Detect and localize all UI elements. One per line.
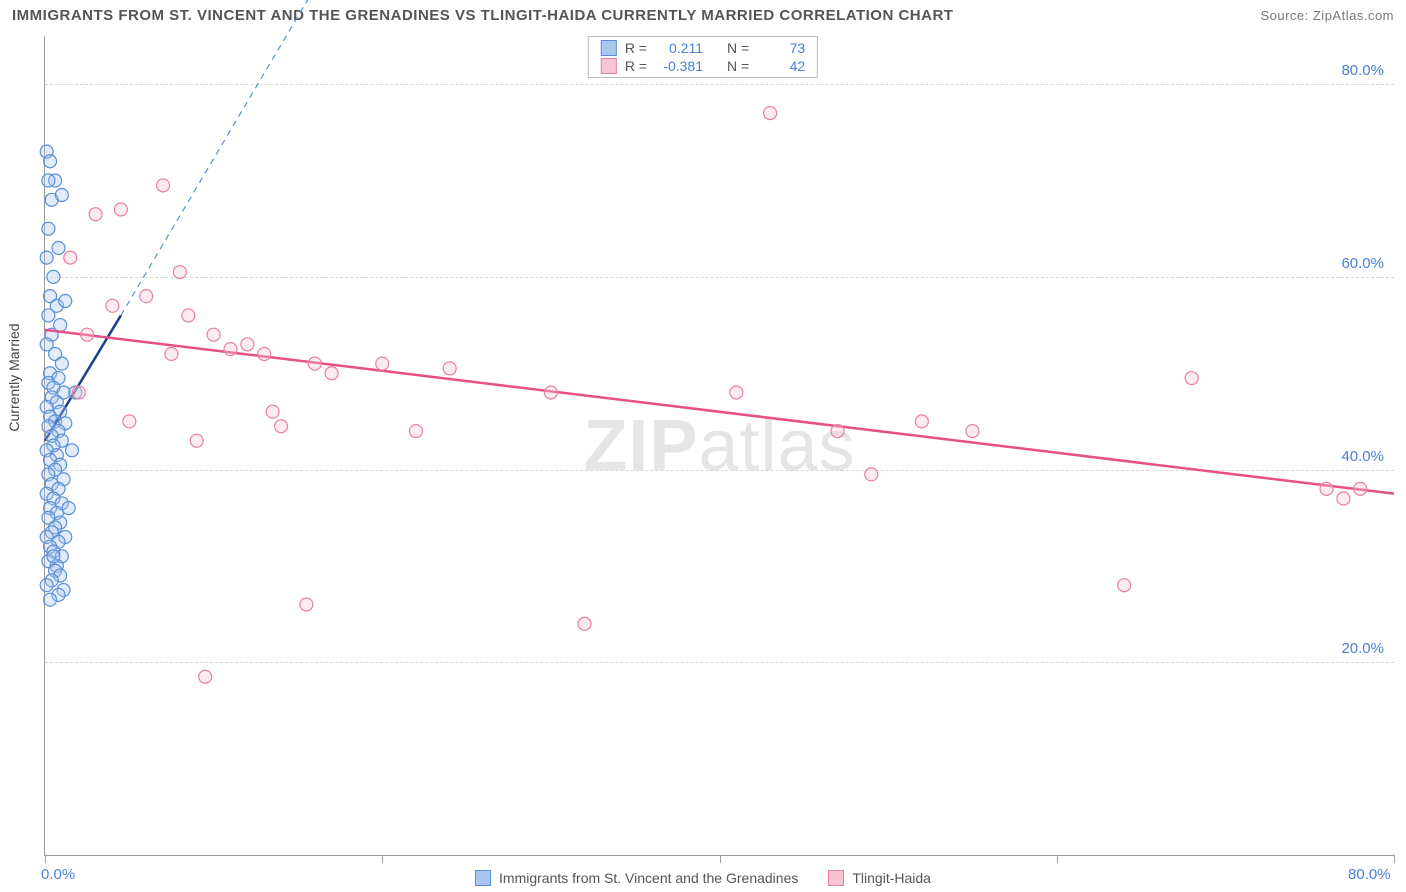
data-point <box>42 174 55 187</box>
data-point <box>730 386 743 399</box>
data-point <box>764 107 777 120</box>
data-point <box>42 222 55 235</box>
r-value-1: 0.211 <box>655 40 703 56</box>
data-point <box>114 203 127 216</box>
data-point <box>81 328 94 341</box>
scatter-plot-svg <box>45 36 1394 855</box>
data-point <box>308 357 321 370</box>
legend-swatch-1 <box>601 40 617 56</box>
chart-title: IMMIGRANTS FROM ST. VINCENT AND THE GREN… <box>12 7 953 24</box>
trend-line <box>45 330 1394 494</box>
data-point <box>44 155 57 168</box>
data-point <box>966 425 979 438</box>
data-point <box>224 343 237 356</box>
data-point <box>62 502 75 515</box>
data-point <box>376 357 389 370</box>
data-point <box>89 208 102 221</box>
data-point <box>44 593 57 606</box>
r-label: R = <box>625 58 647 74</box>
y-axis-title: Currently Married <box>6 323 22 431</box>
data-point <box>182 309 195 322</box>
data-point <box>65 444 78 457</box>
data-point <box>42 309 55 322</box>
data-point <box>40 251 53 264</box>
data-point <box>1337 492 1350 505</box>
data-point <box>443 362 456 375</box>
data-point <box>300 598 313 611</box>
data-point <box>578 617 591 630</box>
data-point <box>544 386 557 399</box>
data-point <box>59 294 72 307</box>
n-value-2: 42 <box>757 58 805 74</box>
n-label: N = <box>727 58 749 74</box>
data-point <box>106 299 119 312</box>
legend-item-1: Immigrants from St. Vincent and the Gren… <box>475 870 798 886</box>
series-legend: Immigrants from St. Vincent and the Gren… <box>0 870 1406 886</box>
x-tick <box>45 855 46 863</box>
legend-row-series-2: R = -0.381 N = 42 <box>589 57 817 75</box>
data-point <box>55 188 68 201</box>
data-point <box>266 405 279 418</box>
legend-swatch-2b <box>828 870 844 886</box>
legend-row-series-1: R = 0.211 N = 73 <box>589 39 817 57</box>
data-point <box>1320 482 1333 495</box>
data-point <box>915 415 928 428</box>
data-point <box>275 420 288 433</box>
data-point <box>165 347 178 360</box>
x-tick <box>382 855 383 863</box>
data-point <box>157 179 170 192</box>
legend-label-1: Immigrants from St. Vincent and the Gren… <box>499 870 798 886</box>
data-point <box>258 347 271 360</box>
trend-line-dashed <box>121 0 315 315</box>
title-bar: IMMIGRANTS FROM ST. VINCENT AND THE GREN… <box>0 0 1406 30</box>
data-point <box>123 415 136 428</box>
data-point <box>241 338 254 351</box>
data-point <box>40 579 53 592</box>
data-point <box>140 290 153 303</box>
data-point <box>865 468 878 481</box>
source-label: Source: ZipAtlas.com <box>1260 8 1394 23</box>
data-point <box>1354 482 1367 495</box>
x-tick <box>1394 855 1395 863</box>
data-point <box>325 367 338 380</box>
n-value-1: 73 <box>757 40 805 56</box>
legend-swatch-1b <box>475 870 491 886</box>
n-label: N = <box>727 40 749 56</box>
data-point <box>1185 372 1198 385</box>
r-label: R = <box>625 40 647 56</box>
data-point <box>831 425 844 438</box>
data-point <box>1118 579 1131 592</box>
x-tick <box>1057 855 1058 863</box>
legend-item-2: Tlingit-Haida <box>828 870 931 886</box>
data-point <box>52 241 65 254</box>
data-point <box>409 425 422 438</box>
plot-area: ZIPatlas 20.0%40.0%60.0%80.0%0.0%80.0% <box>44 36 1394 856</box>
data-point <box>47 550 60 563</box>
data-point <box>199 670 212 683</box>
correlation-legend: R = 0.211 N = 73 R = -0.381 N = 42 <box>588 36 818 78</box>
data-point <box>207 328 220 341</box>
data-point <box>72 386 85 399</box>
data-point <box>47 270 60 283</box>
data-point <box>64 251 77 264</box>
data-point <box>190 434 203 447</box>
r-value-2: -0.381 <box>655 58 703 74</box>
data-point <box>55 357 68 370</box>
legend-label-2: Tlingit-Haida <box>852 870 931 886</box>
legend-swatch-2 <box>601 58 617 74</box>
x-tick <box>720 855 721 863</box>
data-point <box>173 266 186 279</box>
